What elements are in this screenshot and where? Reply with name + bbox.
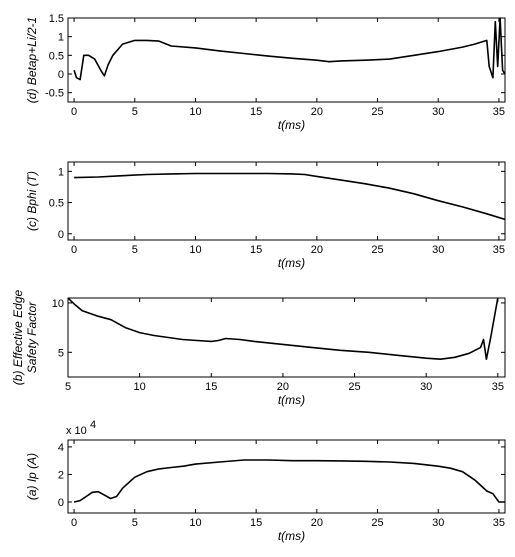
y-axis-label-d: (d) Betap+Li/2-1 (25, 17, 39, 103)
x-tick-label-c: 20 (311, 244, 323, 256)
y-tick-label-b: 10 (52, 298, 64, 310)
y-axis-label-a: (a) Ip (A) (25, 453, 39, 500)
y-tick-label-c: 0 (58, 229, 64, 241)
y-tick-label-a: 4 (58, 442, 64, 454)
x-tick-label-d: 30 (432, 106, 444, 118)
x-tick-label-c: 35 (493, 244, 505, 256)
x-tick-label-b: 35 (492, 381, 504, 393)
x-axis-label-a: t(ms) (278, 529, 305, 543)
series-line-d (73, 17, 506, 81)
x-tick-label-a: 10 (189, 517, 201, 529)
x-tick-label-d: 15 (250, 106, 262, 118)
x-tick-label-c: 30 (432, 244, 444, 256)
x-tick-label-d: 35 (493, 106, 505, 118)
x-tick-label-c: 5 (132, 244, 138, 256)
y-tick-label-d: 1.5 (49, 13, 64, 25)
y-axis-label-c: (c) Bphi (T) (25, 171, 39, 231)
y-tick-label-d: 0 (58, 69, 64, 81)
x-tick-label-c: 10 (189, 244, 201, 256)
x-axis-label-d: t(ms) (278, 118, 305, 132)
plot-frame-a (67, 439, 506, 514)
x-tick-label-b: 10 (134, 381, 146, 393)
x-tick-label-a: 25 (371, 517, 383, 529)
x-axis-label-b: t(ms) (278, 393, 305, 407)
x-tick-label-c: 25 (371, 244, 383, 256)
x-tick-label-b: 5 (65, 381, 71, 393)
y-tick-label-d: 0.5 (49, 50, 64, 62)
y-tick-label-d: -0.5 (45, 88, 64, 100)
x-tick-label-d: 0 (71, 106, 77, 118)
x-tick-label-c: 15 (250, 244, 262, 256)
x-tick-label-a: 5 (132, 517, 138, 529)
x-tick-label-d: 20 (311, 106, 323, 118)
x-tick-label-d: 25 (371, 106, 383, 118)
x-tick-label-a: 0 (71, 517, 77, 529)
y-axis-label-b: Safety Factor (25, 301, 39, 373)
y-tick-label-c: 1 (58, 166, 64, 178)
x-tick-label-c: 0 (71, 244, 77, 256)
x-tick-label-a: 35 (493, 517, 505, 529)
plot-frame-b (67, 297, 506, 378)
x-tick-label-b: 15 (205, 381, 217, 393)
y-tick-label-d: 1 (58, 32, 64, 44)
y-exponent-power-a: 4 (90, 419, 96, 431)
plot-frame-d (67, 17, 506, 103)
series-line-c (74, 172, 506, 221)
x-tick-label-d: 5 (132, 106, 138, 118)
x-tick-label-a: 20 (311, 517, 323, 529)
series-line-b (67, 297, 499, 360)
x-axis-label-c: t(ms) (278, 256, 305, 270)
x-tick-label-b: 20 (277, 381, 289, 393)
x-tick-label-b: 25 (348, 381, 360, 393)
y-tick-label-a: 0 (58, 497, 64, 509)
y-tick-label-a: 2 (58, 469, 64, 481)
y-tick-label-b: 5 (58, 347, 64, 359)
x-tick-label-b: 30 (420, 381, 432, 393)
y-tick-label-c: 0.5 (49, 198, 64, 210)
y-axis-label-b: (b) Effective Edge (11, 289, 25, 385)
x-tick-label-a: 15 (250, 517, 262, 529)
y-exponent-label-a: x 10 (66, 425, 87, 437)
x-tick-label-d: 10 (189, 106, 201, 118)
x-tick-label-a: 30 (432, 517, 444, 529)
series-line-a (73, 459, 505, 503)
